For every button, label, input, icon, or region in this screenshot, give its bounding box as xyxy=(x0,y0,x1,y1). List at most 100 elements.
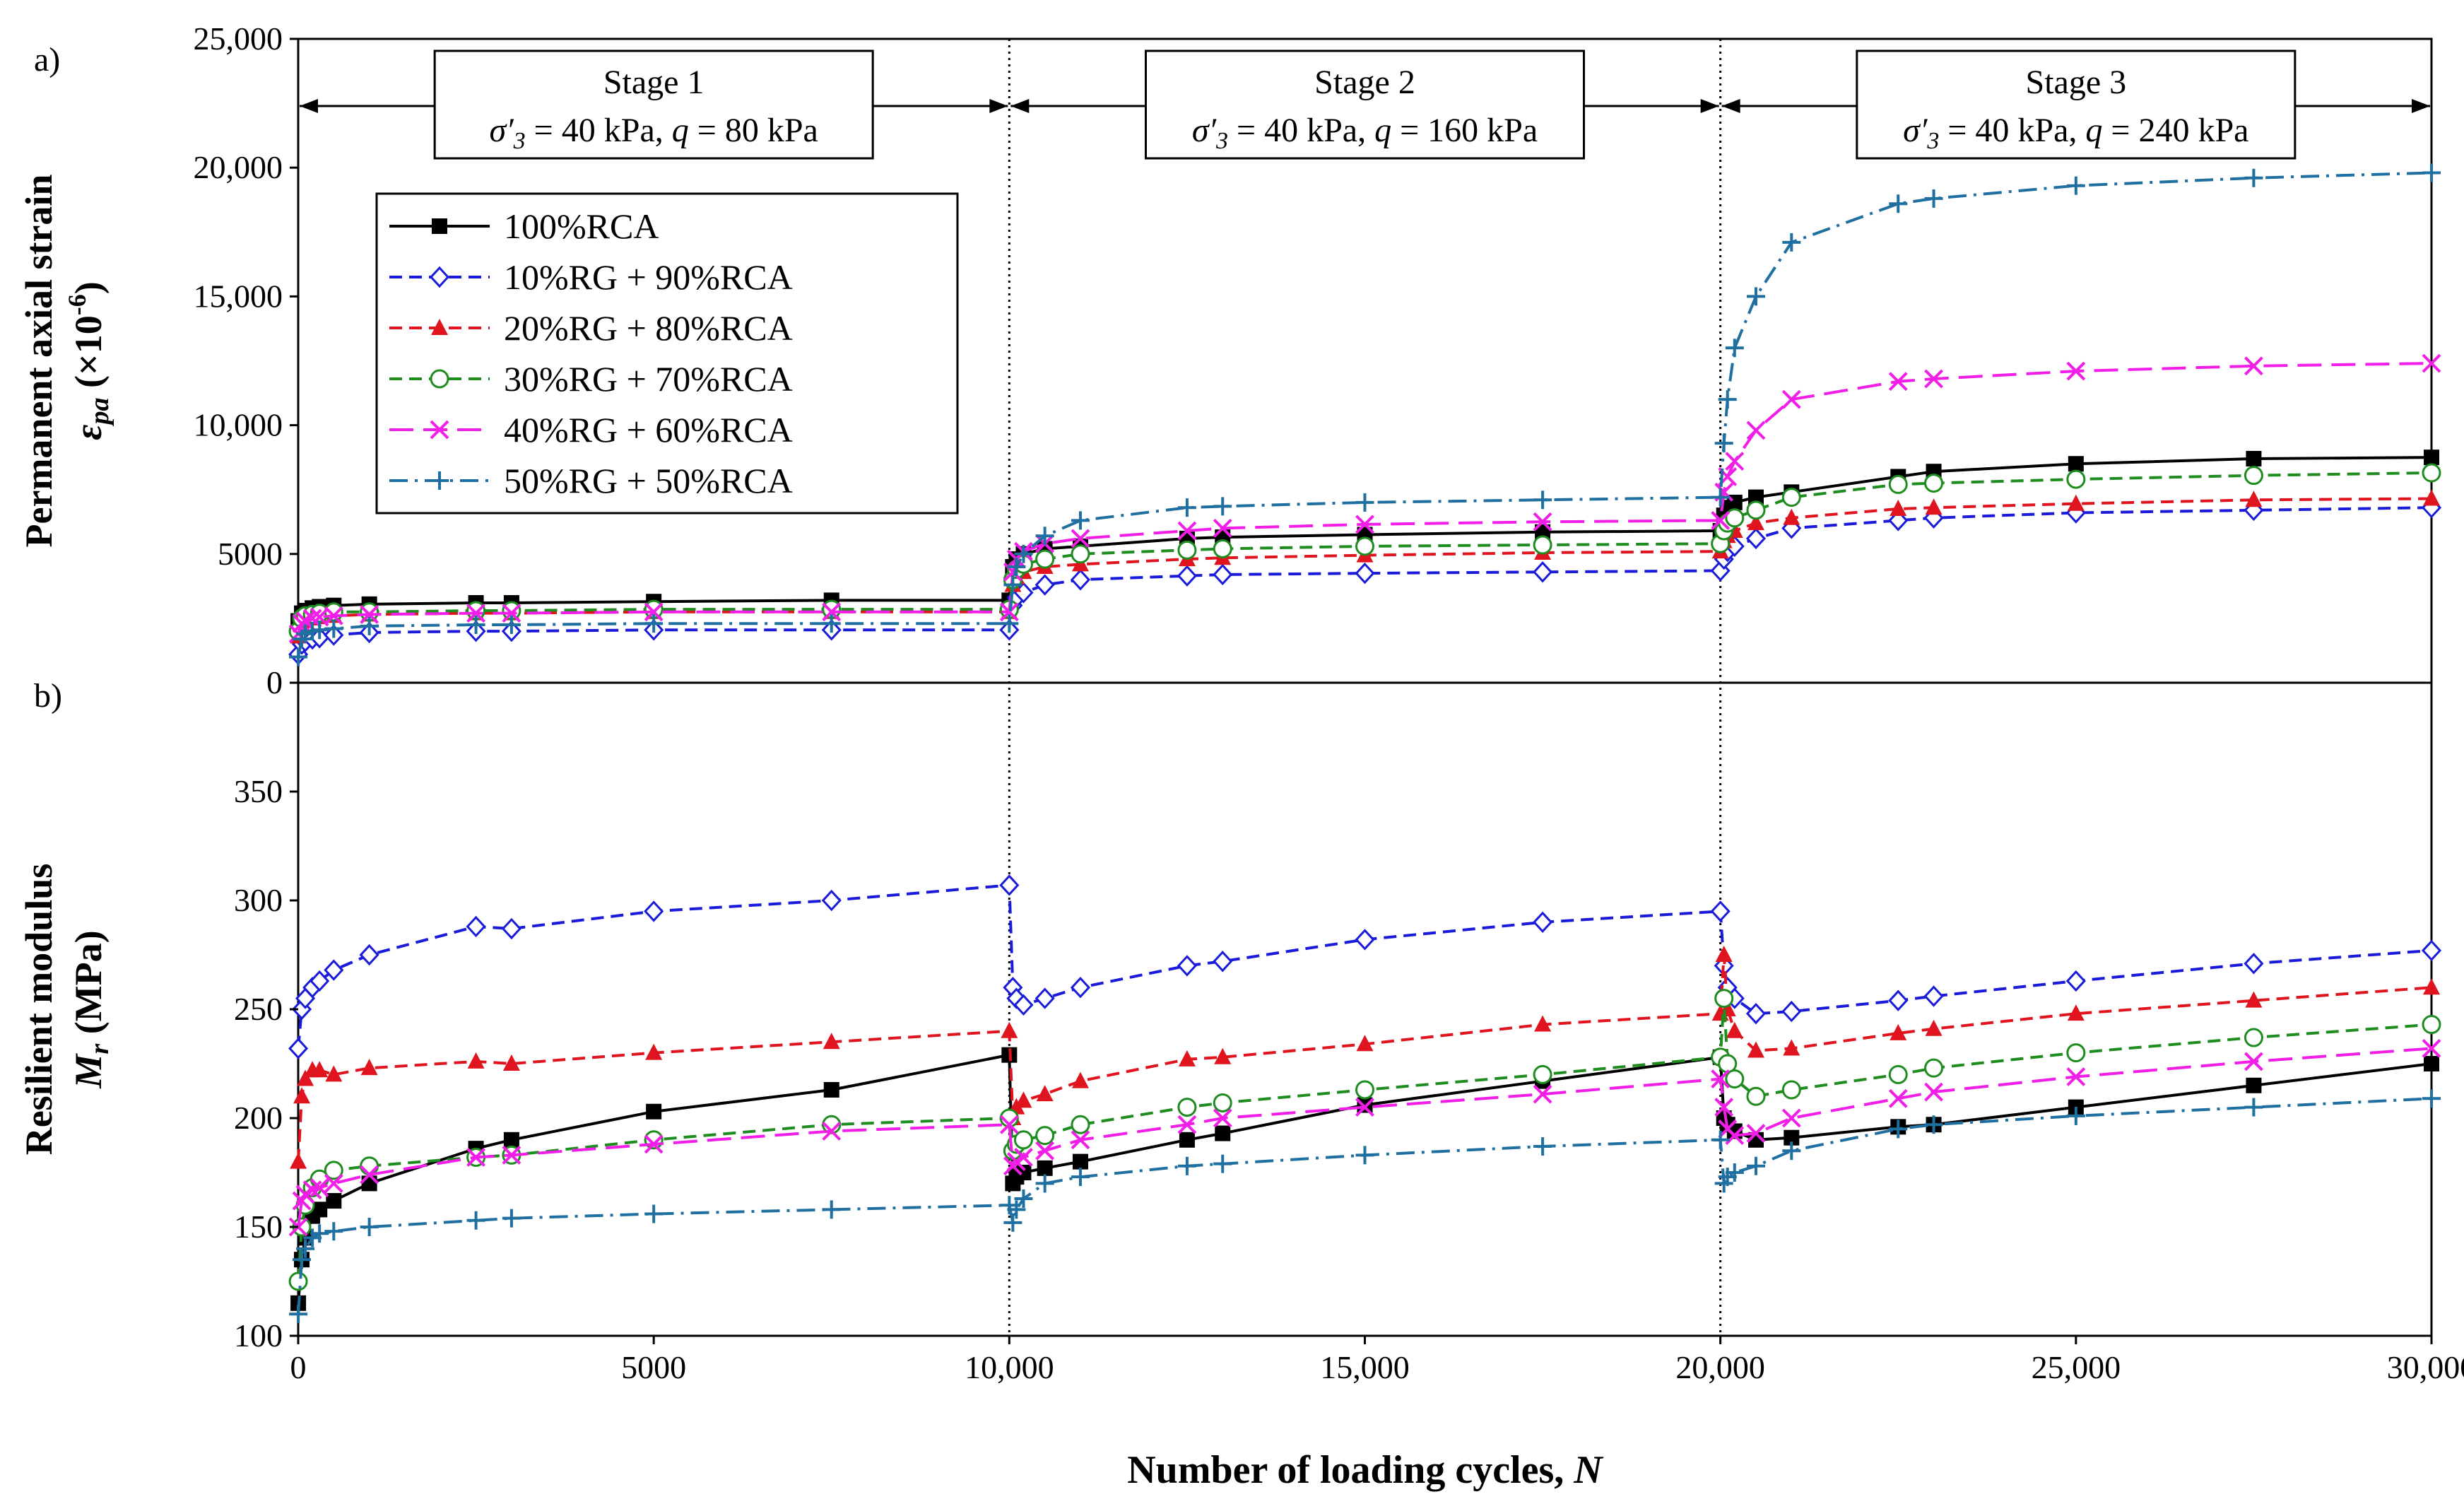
data-point-b-1 xyxy=(359,944,379,966)
data-point-a-4 xyxy=(1725,452,1745,471)
stage-arrow-head-right xyxy=(989,99,1008,113)
data-point-a-4 xyxy=(2066,361,2086,381)
data-point-a-5 xyxy=(1003,575,1022,594)
data-point-b-2 xyxy=(1726,1021,1743,1038)
data-point-b-3-shape xyxy=(1177,1098,1197,1117)
data-point-b-5 xyxy=(1014,1189,1033,1208)
data-point-b-4 xyxy=(360,1165,379,1185)
stage-title: Stage 3 xyxy=(2026,64,2127,101)
data-point-b-2-shape xyxy=(467,1052,485,1069)
data-point-a-0 xyxy=(2424,450,2439,466)
data-point-b-0-shape xyxy=(503,1132,519,1148)
data-point-b-0 xyxy=(1215,1125,1231,1141)
stage-condition: σ′3 = 40 kPa, q = 240 kPa xyxy=(1903,112,2248,154)
data-point-a-3-shape xyxy=(1888,474,1908,494)
data-point-b-0 xyxy=(2424,1056,2439,1071)
data-point-a-3-shape xyxy=(1781,488,1801,507)
y-tick-label-b: 250 xyxy=(234,991,283,1027)
data-point-a-1-shape xyxy=(1355,562,1375,584)
data-point-a-3 xyxy=(1888,474,1908,494)
stage-arrow-head-left xyxy=(1721,99,1740,113)
legend-marker-shape xyxy=(430,420,449,440)
data-point-b-3-shape xyxy=(1035,1126,1055,1146)
y-tick-label-b: 150 xyxy=(234,1209,283,1245)
data-point-a-4 xyxy=(1781,389,1801,409)
data-point-a-3 xyxy=(1746,500,1766,520)
data-point-a-3 xyxy=(1781,488,1801,507)
data-point-a-5 xyxy=(360,616,379,635)
data-point-a-1 xyxy=(1177,565,1197,587)
data-point-b-4-shape xyxy=(360,1165,379,1185)
data-point-b-0-shape xyxy=(1015,1165,1032,1180)
data-point-b-4-shape xyxy=(644,1134,664,1154)
data-point-b-1 xyxy=(821,889,842,912)
stage-arrow-head-left xyxy=(1010,99,1030,113)
data-point-b-1-shape xyxy=(1533,911,1553,934)
data-point-b-2-shape xyxy=(360,1059,378,1076)
data-point-b-2-shape xyxy=(1783,1039,1800,1056)
data-point-a-4-shape xyxy=(1888,372,1908,392)
data-point-b-2-shape xyxy=(1036,1085,1054,1102)
data-point-a-3-shape xyxy=(1924,474,1944,493)
data-point-a-4 xyxy=(1355,515,1374,534)
data-point-a-4-shape xyxy=(1071,529,1090,548)
data-point-b-1 xyxy=(2421,939,2442,962)
stage-arrow-head-right xyxy=(1700,99,1719,113)
data-point-b-2 xyxy=(297,1069,314,1086)
data-point-b-2-shape xyxy=(2423,978,2440,995)
data-point-b-5 xyxy=(2244,1098,2263,1117)
data-point-b-4 xyxy=(1355,1098,1374,1117)
data-point-b-1-shape xyxy=(1355,929,1375,951)
x-axis-title: Number of loading cycles, N xyxy=(1127,1448,1604,1492)
data-point-b-1-shape xyxy=(1888,989,1909,1011)
data-point-a-4-shape xyxy=(1725,452,1745,471)
data-point-b-0 xyxy=(326,1193,342,1209)
data-point-b-1 xyxy=(2244,953,2264,975)
data-point-a-2-shape xyxy=(2245,490,2263,507)
x-tick-label: 0 xyxy=(290,1349,307,1385)
data-point-a-4-shape xyxy=(999,602,1019,622)
data-point-b-1-shape xyxy=(501,917,521,940)
data-point-b-2 xyxy=(1925,1019,1943,1036)
data-point-b-3-shape xyxy=(360,1156,379,1176)
data-point-a-4-shape xyxy=(2244,356,2263,376)
data-point-a-5 xyxy=(324,619,343,638)
data-point-b-2 xyxy=(2245,991,2263,1008)
data-point-b-3 xyxy=(1888,1064,1908,1084)
data-point-a-5 xyxy=(1014,544,1033,563)
data-point-b-2-shape xyxy=(1715,946,1733,962)
legend-label: 50%RG + 50%RCA xyxy=(504,461,793,500)
data-point-a-3-shape xyxy=(2066,469,2086,489)
data-point-a-0 xyxy=(1747,489,1764,505)
legend-label: 30%RG + 70%RCA xyxy=(504,359,793,399)
y-axis-title-b-line2: Mr (MPa) xyxy=(67,930,114,1088)
data-point-a-4-shape xyxy=(822,602,842,622)
data-point-b-1-shape xyxy=(310,970,330,992)
data-point-a-4 xyxy=(644,602,664,622)
y-axis-title-a-line1: Permanent axial strain xyxy=(18,175,60,548)
data-point-b-5 xyxy=(296,1239,315,1258)
data-point-a-1-shape xyxy=(1213,563,1233,586)
legend-marker-shape xyxy=(432,218,447,234)
data-point-b-1 xyxy=(288,1038,309,1059)
data-point-a-0 xyxy=(1535,524,1551,540)
legend-label: 100%RCA xyxy=(504,206,659,246)
data-point-a-3 xyxy=(1213,539,1232,559)
data-point-b-1-shape xyxy=(359,944,379,966)
data-point-b-1-shape xyxy=(1034,987,1055,1009)
data-point-b-1 xyxy=(644,900,664,922)
data-point-b-5 xyxy=(360,1218,379,1236)
data-point-b-1 xyxy=(1177,955,1197,977)
stage-arrow-head-right xyxy=(2412,99,2430,113)
data-point-b-5 xyxy=(1213,1154,1232,1173)
data-point-b-5 xyxy=(1355,1146,1374,1165)
data-point-b-0-shape xyxy=(312,1202,328,1218)
data-point-a-5 xyxy=(1000,614,1019,633)
data-point-b-5 xyxy=(1725,1163,1744,1182)
legend-marker xyxy=(430,420,449,440)
legend-marker xyxy=(431,319,448,335)
data-point-a-4-shape xyxy=(466,604,485,623)
data-point-b-4-shape xyxy=(1533,1084,1552,1104)
data-point-b-4 xyxy=(1888,1088,1908,1108)
data-point-b-4 xyxy=(1177,1115,1197,1134)
